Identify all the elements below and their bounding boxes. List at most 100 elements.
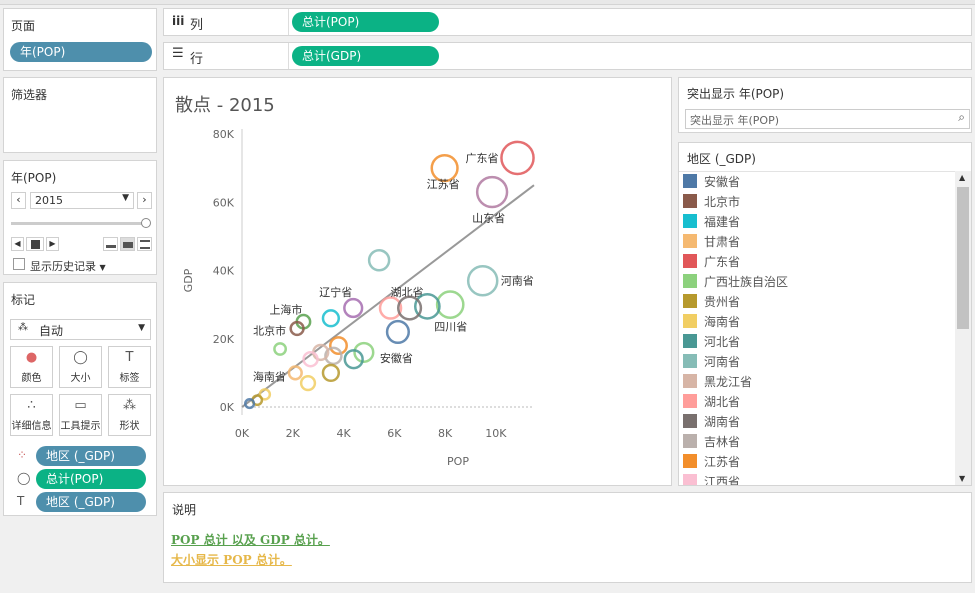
legend-label: 广东省 (704, 254, 741, 269)
columns-shelf: iii 列 总计(POP) (163, 8, 972, 36)
shelf-divider (288, 9, 289, 35)
legend-item[interactable]: 甘肃省 (679, 231, 954, 251)
scatter-point (378, 296, 403, 320)
scatter-point (244, 398, 256, 410)
speed-slow-icon (106, 245, 116, 248)
marks-title: 标记 (11, 293, 36, 307)
mark-type-dropdown[interactable]: ⁂ 自动 ▼ (10, 319, 151, 340)
filters-title: 筛选器 (11, 88, 48, 102)
y-tick-label: 60K (213, 196, 235, 209)
mark-type-value: 自动 (39, 324, 64, 338)
marks-button-size[interactable]: ◯ 大小 (59, 346, 102, 388)
legend-swatch (683, 294, 697, 308)
slider-handle[interactable] (141, 218, 151, 228)
history-label[interactable]: 显示历史记录 ▼ (30, 258, 106, 274)
legend-swatch (683, 354, 697, 368)
chart-panel: 散点 - 2015 0K 20K 40K 60K 80K 0K 2K 4K 6K 8K 10K POP… (163, 77, 672, 486)
point-label: 北京市 (253, 324, 286, 338)
marks-button-label[interactable]: T 标签 (108, 346, 151, 388)
step-back-button[interactable]: ◀ (11, 237, 24, 251)
year-slider[interactable] (11, 222, 149, 225)
legend-item[interactable]: 湖北省 (679, 391, 954, 411)
pages-shelf: 页面 年(POP) (3, 8, 157, 71)
legend-label: 河南省 (704, 354, 741, 369)
legend-label: 江西省 (704, 474, 741, 486)
scatter-point (299, 374, 317, 392)
point-label: 广东省 (465, 152, 498, 165)
year-control: 年(POP) ‹ 2015 ▼ › ◀ ▶ 显示历史记录 ▼ (3, 160, 157, 275)
year-dropdown[interactable]: 2015 ▼ (30, 192, 134, 209)
x-tick-label: 4K (336, 427, 351, 440)
history-checkbox[interactable] (13, 258, 25, 270)
chevron-down-icon: ▼ (138, 323, 145, 333)
next-year-button[interactable]: › (137, 192, 152, 209)
legend-label: 安徽省 (704, 174, 741, 189)
legend-swatch (683, 454, 697, 468)
legend-item[interactable]: 广东省 (679, 251, 954, 271)
legend-panel: 地区 (_GDP) 安徽省 北京市 福建省 甘肃省 广东省 广西壮族自治区 贵州省 海南省 河北… (678, 142, 972, 486)
scroll-down-icon[interactable]: ▼ (959, 474, 966, 483)
legend-swatch (683, 334, 697, 348)
legend-item[interactable]: 北京市 (679, 191, 954, 211)
legend-header-rule (679, 171, 971, 172)
legend-swatch (683, 274, 697, 288)
prev-year-button[interactable]: ‹ (11, 192, 26, 209)
scatter-plot[interactable]: 0K 20K 40K 60K 80K 0K 2K 4K 6K 8K 10K POP GDP 广东省江苏省山… (164, 106, 671, 486)
columns-label: 列 (190, 18, 204, 33)
legend-item[interactable]: 黑龙江省 (679, 371, 954, 391)
highlight-input[interactable]: 突出显示 年(POP) ⌕ (685, 109, 970, 129)
scatter-point (273, 342, 288, 356)
legend-item[interactable]: 吉林省 (679, 431, 954, 451)
scroll-thumb[interactable] (957, 187, 969, 329)
x-tick-label: 8K (438, 427, 453, 440)
y-tick-label: 40K (213, 265, 235, 278)
color-dots-icon: ⁘ (17, 448, 28, 462)
speed-slow-button[interactable] (103, 237, 118, 251)
speed-fast-button[interactable] (137, 237, 152, 251)
rows-icon: ☰ (172, 46, 184, 61)
legend-scrollbar[interactable]: ▲ ▼ (955, 171, 971, 485)
x-tick-label: 10K (485, 427, 507, 440)
speed-medium-button[interactable] (120, 237, 135, 251)
legend-swatch (683, 474, 697, 485)
legend-item[interactable]: 江苏省 (679, 451, 954, 471)
legend-item[interactable]: 河南省 (679, 351, 954, 371)
scatter-point (321, 309, 341, 328)
marks-field-pill[interactable]: 总计(POP) (36, 469, 146, 489)
marks-field-pill[interactable]: 地区 (_GDP) (36, 492, 146, 512)
legend-item[interactable]: 福建省 (679, 211, 954, 231)
play-button[interactable]: ▶ (46, 237, 59, 251)
marks-button-detail[interactable]: ∴ 详细信息 (10, 394, 53, 436)
legend-label: 湖北省 (704, 394, 741, 409)
legend-item[interactable]: 湖南省 (679, 411, 954, 431)
scatter-point (343, 349, 364, 370)
marks-button-color[interactable]: ● 颜色 (10, 346, 53, 388)
stop-button[interactable] (26, 237, 44, 251)
columns-icon: iii (172, 14, 185, 28)
legend-item[interactable]: 江西省 (679, 471, 954, 485)
legend-label: 北京市 (704, 194, 741, 209)
scatter-point (475, 175, 509, 209)
legend-item[interactable]: 海南省 (679, 311, 954, 331)
scatter-point (435, 290, 465, 319)
columns-pill[interactable]: 总计(POP) (292, 12, 439, 32)
point-label: 辽宁省 (319, 285, 352, 299)
pages-pill[interactable]: 年(POP) (10, 42, 152, 62)
legend-item[interactable]: 河北省 (679, 331, 954, 351)
scroll-up-icon[interactable]: ▲ (959, 173, 966, 182)
marks-button-label: 详细信息 (11, 421, 52, 432)
rows-shelf: ☰ 行 总计(GDP) (163, 42, 972, 70)
marks-button-shape[interactable]: ⁂ 形状 (108, 394, 151, 436)
legend-list: 安徽省北京市福建省 甘肃省广东省广西壮族自治区 贵州省 海南省 河北省河南省黑龙江省湖北… (679, 171, 954, 485)
marks-button-tooltip[interactable]: ▭ 工具提示 (59, 394, 102, 436)
scatter-point (500, 140, 535, 176)
x-tick-label: 6K (387, 427, 402, 440)
y-tick-label: 0K (220, 401, 235, 414)
scatter-point (324, 346, 343, 366)
scatter-point (343, 297, 364, 319)
legend-item[interactable]: 贵州省 (679, 291, 954, 311)
marks-field-pill[interactable]: 地区 (_GDP) (36, 446, 146, 466)
rows-pill[interactable]: 总计(GDP) (292, 46, 439, 66)
legend-item[interactable]: 安徽省 (679, 171, 954, 191)
legend-item[interactable]: 广西壮族自治区 (679, 271, 954, 291)
